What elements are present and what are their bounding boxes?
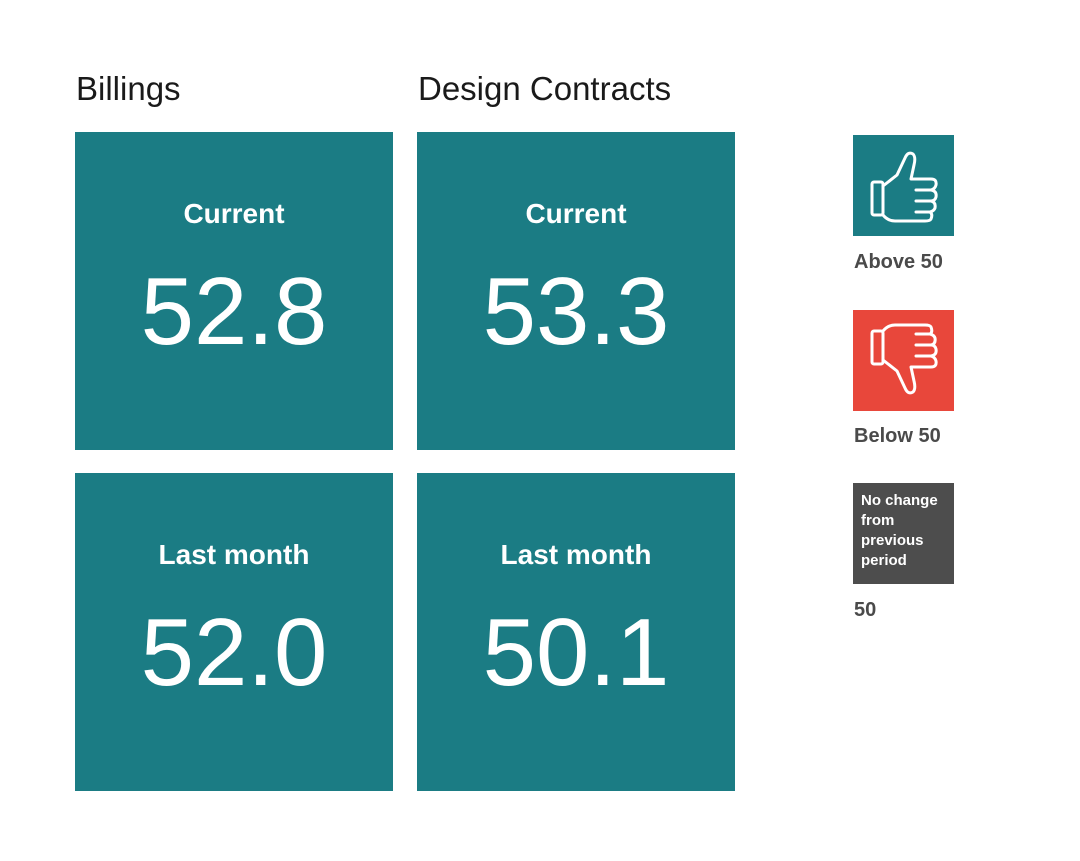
legend-below-label: Below 50 xyxy=(854,425,941,447)
thumbs-down-icon xyxy=(870,323,938,395)
billings-last-month-value: 52.0 xyxy=(140,599,328,706)
legend-nochange-label: 50 xyxy=(854,599,877,621)
billings-current-tile: Current 52.8 xyxy=(75,132,393,450)
thumbs-up-icon xyxy=(870,151,938,223)
billings-last-month-tile: Last month 52.0 xyxy=(75,473,393,791)
design-contracts-last-month-value: 50.1 xyxy=(482,599,670,706)
legend-above-label: Above 50 xyxy=(854,251,943,273)
billings-last-month-label: Last month xyxy=(158,539,310,570)
billings-title: Billings xyxy=(76,70,181,107)
legend-below-box xyxy=(853,310,954,411)
billings-current-value: 52.8 xyxy=(140,258,328,365)
design-contracts-current-value: 53.3 xyxy=(482,258,670,365)
design-contracts-last-month-label: Last month xyxy=(500,539,652,570)
legend-nochange-box: No change from previous period xyxy=(853,483,954,584)
design-contracts-title: Design Contracts xyxy=(418,70,672,107)
legend-above-box xyxy=(853,135,954,236)
design-contracts-last-month-tile: Last month 50.1 xyxy=(417,473,735,791)
design-contracts-current-tile: Current 53.3 xyxy=(417,132,735,450)
billings-current-label: Current xyxy=(183,198,285,229)
legend-nochange-box-text: No change from previous period xyxy=(861,492,938,569)
design-contracts-current-label: Current xyxy=(525,198,627,229)
